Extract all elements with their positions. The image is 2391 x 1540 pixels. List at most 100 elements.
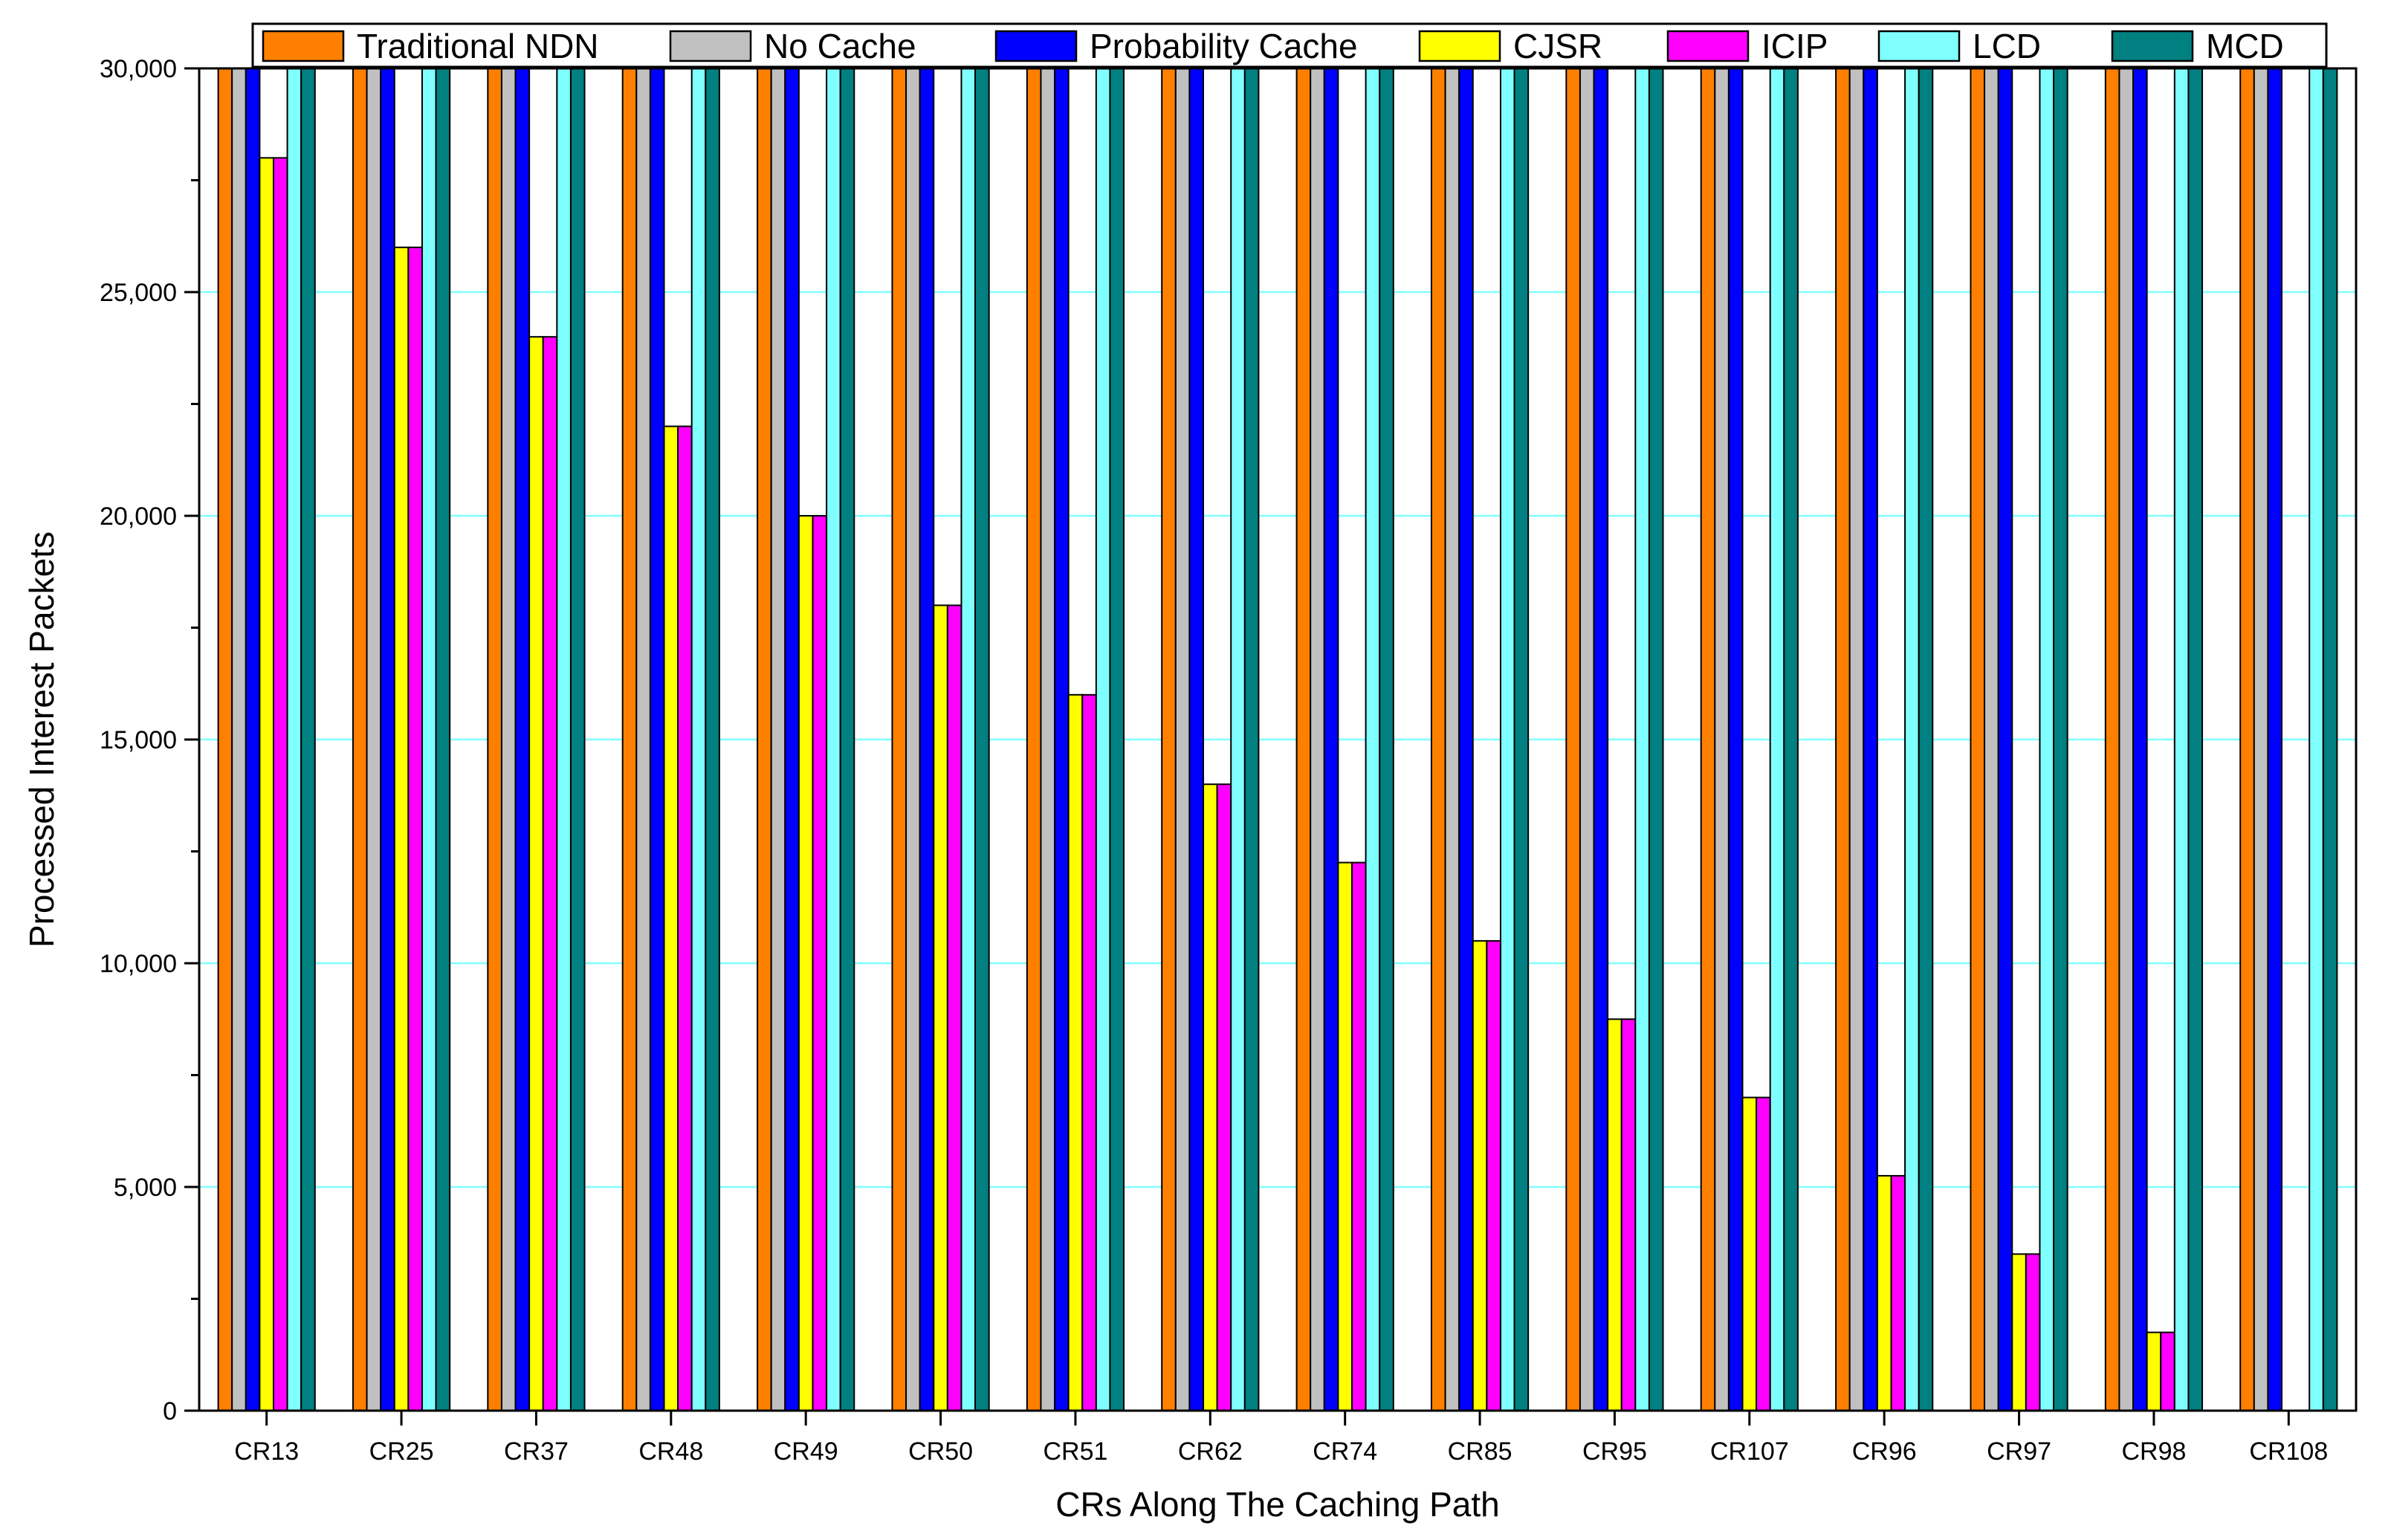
bar xyxy=(1365,68,1381,1411)
bar xyxy=(1513,68,1530,1411)
bar xyxy=(286,68,302,1411)
bar xyxy=(1444,68,1460,1411)
x-tick-label: CR85 xyxy=(1448,1437,1512,1466)
x-axis-title: CRs Along The Caching Path xyxy=(1055,1485,1500,1524)
bar xyxy=(259,157,274,1411)
bar xyxy=(1472,939,1488,1411)
bar xyxy=(556,68,572,1411)
bar xyxy=(663,425,679,1411)
bar xyxy=(2132,68,2148,1411)
legend-label: Probability Cache xyxy=(1090,27,1358,65)
y-tick-label: 25,000 xyxy=(100,279,177,307)
bar xyxy=(1835,68,1851,1411)
bar xyxy=(1310,68,1325,1411)
bar xyxy=(826,68,841,1411)
bar xyxy=(812,515,828,1411)
legend-swatch xyxy=(2111,30,2194,62)
bar xyxy=(393,246,410,1411)
bar xyxy=(1054,68,1070,1411)
bar xyxy=(1323,68,1339,1411)
bar xyxy=(217,68,233,1411)
bar xyxy=(1634,68,1650,1411)
legend-swatch xyxy=(994,30,1078,62)
x-tick-label: CR37 xyxy=(504,1437,569,1466)
x-tick-label: CR108 xyxy=(2249,1437,2328,1466)
bar xyxy=(946,604,962,1411)
bar xyxy=(1593,68,1609,1411)
bar xyxy=(569,68,586,1411)
legend-swatch xyxy=(1666,30,1750,62)
legend-swatch xyxy=(669,30,752,62)
bar xyxy=(1783,68,1799,1411)
legend-label: No Cache xyxy=(764,27,916,65)
axes-layer: 0 5,000 10,000 15,000 20,000 25,000 30,000 CR13… xyxy=(100,55,2328,1466)
bar xyxy=(1295,68,1312,1411)
x-tick-label: CR95 xyxy=(1582,1437,1647,1466)
x-tick-label: CR49 xyxy=(774,1437,838,1466)
bar xyxy=(770,68,786,1411)
bar xyxy=(891,68,907,1411)
bar xyxy=(677,425,693,1411)
x-tick-label: CR96 xyxy=(1852,1437,1917,1466)
bar xyxy=(1700,68,1716,1411)
bar xyxy=(1565,68,1581,1411)
bar xyxy=(1203,783,1218,1411)
bar xyxy=(1727,68,1744,1411)
bar xyxy=(2011,1253,2027,1412)
bar xyxy=(1486,939,1501,1411)
bar xyxy=(272,157,288,1411)
bar xyxy=(960,68,977,1411)
bar xyxy=(1067,693,1084,1411)
x-tick-label: CR50 xyxy=(908,1437,973,1466)
bar xyxy=(1188,68,1205,1411)
y-axis-title: Processed Interest Packets xyxy=(22,531,61,948)
x-tick-label: CR97 xyxy=(1987,1437,2051,1466)
bar xyxy=(1230,68,1246,1411)
y-tick-label: 30,000 xyxy=(100,55,177,83)
bar xyxy=(1109,68,1125,1411)
legend-swatch xyxy=(262,30,345,62)
legend-label: ICIP xyxy=(1761,27,1828,65)
bar xyxy=(1890,1174,1906,1411)
bar xyxy=(2146,1331,2162,1412)
bar xyxy=(2239,68,2255,1411)
bar xyxy=(2039,68,2055,1411)
bar xyxy=(1918,68,1934,1411)
x-tick-label: CR48 xyxy=(638,1437,703,1466)
bar xyxy=(2322,68,2338,1411)
bar xyxy=(245,68,261,1411)
bar xyxy=(421,68,437,1411)
bar xyxy=(2267,68,2283,1411)
bar xyxy=(380,68,395,1411)
bar xyxy=(487,68,502,1411)
bar xyxy=(542,336,558,1412)
legend-label: Traditional NDN xyxy=(357,27,599,65)
x-tick-label: CR74 xyxy=(1313,1437,1377,1466)
bar xyxy=(2118,68,2135,1411)
bar xyxy=(1620,1018,1637,1411)
x-tick-label: CR62 xyxy=(1178,1437,1243,1466)
bar xyxy=(933,604,948,1411)
bar xyxy=(1499,68,1515,1411)
bar xyxy=(1984,68,1999,1411)
bar xyxy=(1769,68,1785,1411)
bar xyxy=(1970,68,1986,1411)
bar xyxy=(2025,1253,2041,1412)
x-tick-label: CR51 xyxy=(1043,1437,1107,1466)
bar xyxy=(1863,68,1878,1411)
legend-swatch xyxy=(1877,30,1961,62)
bar xyxy=(1081,693,1097,1411)
x-tick-label: CR25 xyxy=(369,1437,434,1466)
legend-label: CJSR xyxy=(1513,27,1602,65)
legend: Traditional NDN No Cache Probability Cache… xyxy=(251,22,2328,68)
bar xyxy=(905,68,921,1411)
bar xyxy=(1216,783,1232,1411)
bar xyxy=(1161,68,1177,1411)
y-tick-label: 5,000 xyxy=(114,1174,177,1202)
bar xyxy=(635,68,651,1411)
bar xyxy=(1648,68,1664,1411)
bar xyxy=(2173,68,2190,1411)
bar xyxy=(300,68,316,1411)
bar xyxy=(1174,68,1191,1411)
